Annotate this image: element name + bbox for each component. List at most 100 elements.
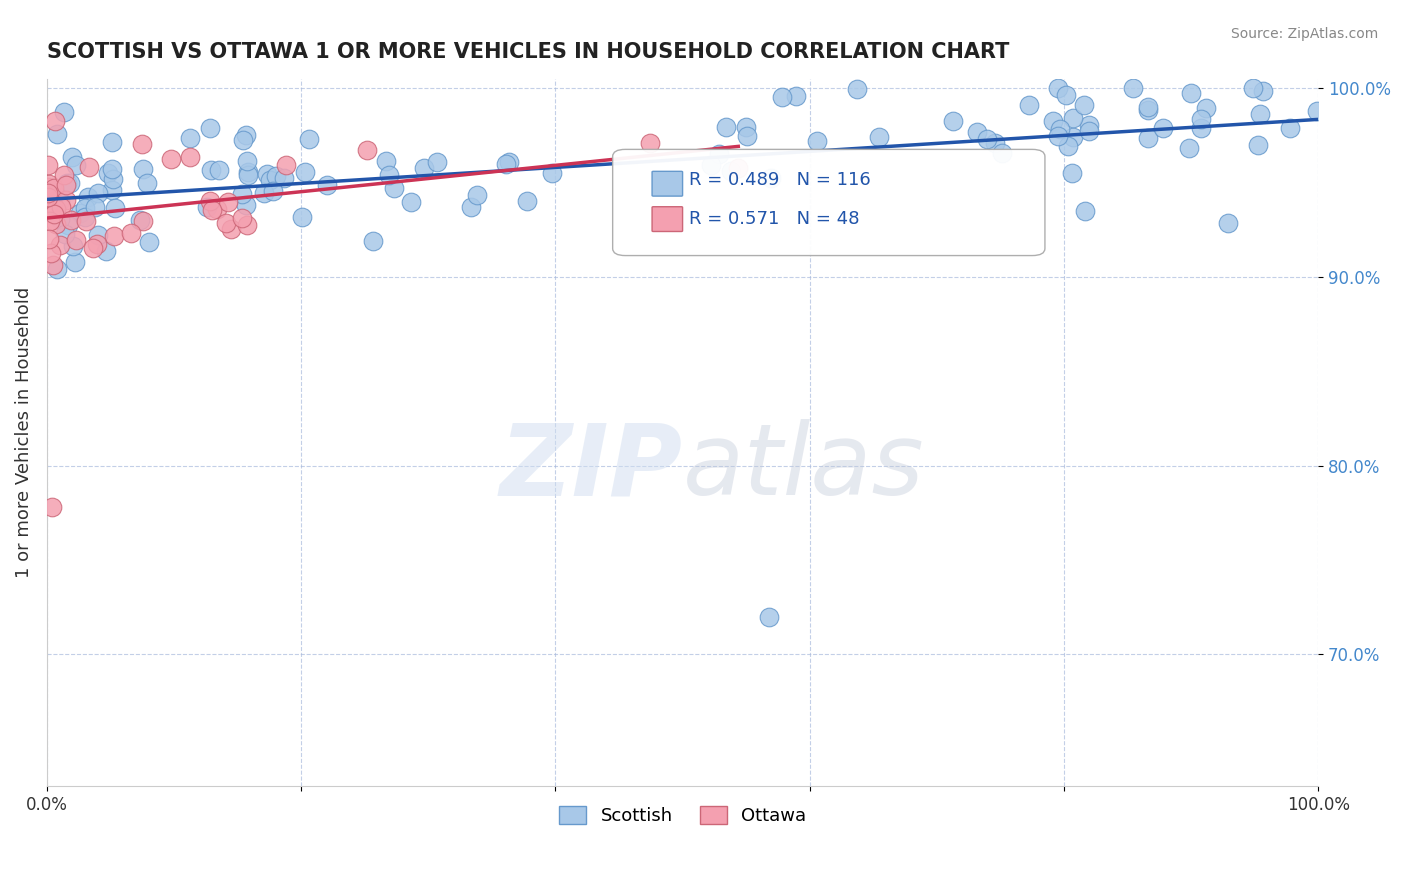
Point (1122, 81, 1144, 95)
Point (806, 135, 828, 149)
Point (966, 125, 988, 139)
Point (1046, 128, 1069, 143)
Point (1189, 120, 1212, 135)
Point (294, 165, 316, 179)
Point (1305, 104, 1327, 119)
Point (87, 186, 110, 201)
Point (58, 218, 80, 232)
Point (236, 153, 259, 168)
Point (75, 210, 97, 224)
Point (132, 214, 155, 228)
Text: Source: ZipAtlas.com: Source: ZipAtlas.com (1230, 27, 1378, 41)
Point (94, 244, 117, 259)
Point (103, 172, 125, 186)
Point (356, 143, 378, 157)
Point (236, 218, 259, 232)
Point (42, 180, 65, 194)
Point (236, 165, 259, 179)
Point (1137, 131, 1160, 145)
Point (1062, 112, 1084, 126)
Point (1195, 102, 1218, 116)
Point (120, 226, 142, 240)
Point (45, 217, 67, 231)
Point (138, 235, 160, 249)
Point (361, 234, 384, 248)
Point (101, 135, 124, 149)
Point (316, 178, 339, 193)
Point (205, 202, 228, 216)
Point (976, 131, 998, 145)
Point (735, 120, 758, 134)
Point (1073, 97, 1095, 112)
Point (179, 149, 201, 163)
Point (37, 158, 59, 172)
Point (1042, 113, 1064, 128)
Point (720, 164, 742, 178)
Text: R = 0.489   N = 116: R = 0.489 N = 116 (689, 170, 870, 188)
Point (60, 150, 83, 164)
FancyBboxPatch shape (652, 171, 682, 196)
Point (62, 239, 84, 253)
Point (136, 176, 159, 190)
Point (53, 169, 76, 183)
Point (46, 127, 69, 141)
Point (59, 213, 82, 227)
Point (101, 161, 124, 176)
Point (700, 158, 723, 172)
Point (377, 168, 399, 182)
Point (41, 500, 63, 514)
Point (128, 213, 150, 227)
Point (208, 162, 231, 177)
Point (77, 160, 100, 174)
Point (460, 200, 482, 214)
Point (39, 185, 62, 199)
Point (200, 163, 222, 178)
Point (38, 232, 60, 246)
Text: R = 0.571   N = 48: R = 0.571 N = 48 (689, 210, 859, 227)
Point (1060, 166, 1083, 180)
Point (201, 202, 224, 217)
Point (49, 238, 72, 252)
Point (45, 202, 67, 216)
Point (276, 158, 298, 172)
Point (37, 198, 59, 212)
Point (41, 200, 63, 214)
Point (1078, 124, 1101, 138)
Point (1136, 100, 1159, 114)
Point (215, 216, 238, 230)
Point (160, 152, 183, 166)
Text: ZIP: ZIP (499, 419, 682, 516)
Point (45, 262, 67, 277)
Point (253, 186, 276, 201)
Point (1018, 97, 1040, 112)
Point (384, 180, 406, 194)
Point (498, 155, 520, 169)
Point (51, 200, 73, 214)
Point (638, 136, 661, 151)
Point (1249, 107, 1271, 121)
Point (179, 131, 201, 145)
Point (195, 201, 218, 215)
Point (238, 169, 260, 183)
Point (69, 206, 91, 220)
Point (1180, 86, 1202, 100)
Point (298, 132, 321, 146)
Point (1247, 137, 1270, 152)
Point (96, 165, 118, 179)
Point (425, 155, 447, 169)
Point (465, 187, 488, 202)
Point (231, 211, 253, 226)
Point (37, 187, 59, 202)
Point (65, 233, 87, 247)
Point (1178, 140, 1201, 154)
Point (399, 195, 422, 210)
Point (1278, 120, 1301, 135)
FancyBboxPatch shape (652, 207, 682, 232)
Point (516, 194, 538, 209)
Point (1152, 120, 1174, 135)
Text: SCOTTISH VS OTTAWA 1 OR MORE VEHICLES IN HOUSEHOLD CORRELATION CHART: SCOTTISH VS OTTAWA 1 OR MORE VEHICLES IN… (46, 42, 1010, 62)
Y-axis label: 1 or more Vehicles in Household: 1 or more Vehicles in Household (15, 287, 32, 578)
FancyBboxPatch shape (613, 149, 1045, 256)
Point (259, 173, 281, 187)
Point (264, 169, 287, 183)
